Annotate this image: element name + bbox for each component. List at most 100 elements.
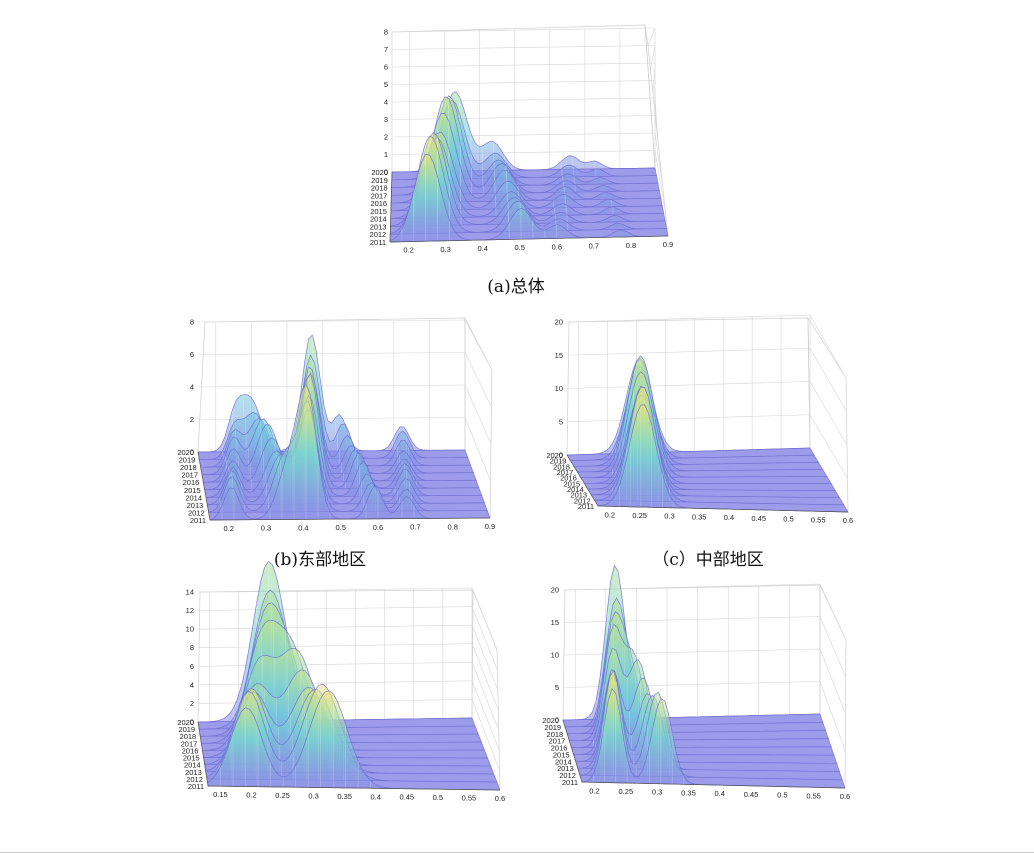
panel-caption: (b)东部地区 [274, 550, 366, 570]
year-tick-label: 2020 [542, 716, 559, 725]
x-tick-label: 0.6 [843, 516, 853, 525]
year-tick-label: 2017 [549, 737, 566, 746]
x-tick-label: 0.55 [462, 794, 477, 803]
year-tick-label: 2016 [560, 474, 577, 483]
z-grid-line [566, 347, 811, 356]
x-tick-label: 0.2 [605, 510, 615, 519]
year-tick-label: 2015 [553, 750, 570, 759]
z-grid-line [809, 348, 847, 412]
z-grid-line [464, 384, 492, 445]
z-tick-label: 6 [384, 63, 388, 72]
z-grid-line [464, 352, 492, 408]
z-tick-label: 20 [555, 318, 563, 327]
z-grid-line [197, 624, 473, 630]
year-tick-label: 2013 [185, 768, 202, 777]
year-tick-label: 2020 [177, 718, 194, 727]
z-grid-line [197, 352, 466, 355]
z-tick-label: 8 [190, 318, 194, 327]
year-tick-label: 2020 [546, 451, 563, 460]
x-tick-label: 0.4 [298, 523, 308, 532]
z-grid-line [809, 414, 848, 479]
z-tick-label: 6 [190, 662, 194, 671]
year-tick-label: 2019 [179, 456, 196, 465]
z-tick-label: 0 [555, 716, 559, 725]
x-tick-label: 0.6 [495, 794, 505, 803]
z-tick-label: 0 [190, 718, 194, 727]
z-grid-line [471, 643, 499, 711]
z-grid-line [652, 62, 656, 94]
x-tick-label: 0.45 [751, 514, 766, 523]
z-grid-line [566, 414, 811, 423]
x-axis-line [207, 785, 501, 791]
x-axis-line [597, 505, 849, 513]
z-grid-line [197, 319, 466, 323]
year-tick-label: 2011 [188, 782, 204, 791]
year-tick-label: 2017 [181, 471, 198, 480]
x-tick-label: 0.2 [223, 524, 233, 533]
x-tick-label: 0.2 [403, 246, 413, 255]
year-tick-label: 2016 [370, 199, 387, 208]
grid-lines [391, 24, 669, 237]
z-grid-line [650, 45, 656, 70]
chart-panel-4: 0 5 10 15 20 0.2 0.25 0.3 0.35 0.4 0.45 0.5 0.55 0.6 2… [542, 564, 850, 801]
z-tick-label: 2 [384, 133, 388, 142]
year-tick-label: 2013 [187, 501, 204, 510]
z-tick-label: 0 [559, 451, 563, 460]
year-tick-label: 2011 [370, 238, 386, 247]
year-tick-label: 2015 [564, 479, 581, 488]
z-tick-label: 2 [190, 415, 194, 424]
chart-panel-3: 0 2 4 6 8 10 12 14 0.15 0.2 0.25 0.3 0.35 0.4 0.45 0.5 0… [177, 560, 505, 803]
year-tick-label: 2012 [559, 771, 576, 780]
bottom-divider [0, 852, 1034, 853]
x-tick-label: 0.4 [477, 244, 487, 253]
year-tick-label: 2017 [371, 191, 388, 200]
z-tick-label: 10 [555, 384, 563, 393]
z-tick-label: 14 [186, 588, 194, 597]
year-tick-label: 2016 [183, 478, 200, 487]
z-grid-line [809, 381, 848, 446]
x-tick-label: 0.9 [485, 522, 495, 531]
year-tick-label: 2012 [188, 508, 205, 517]
x-tick-label: 0.25 [275, 791, 290, 800]
ridge-2011 [389, 154, 669, 243]
year-tick-label: 2013 [557, 764, 574, 773]
z-tick-label: 4 [384, 98, 388, 107]
z-tick-label: 2 [190, 699, 194, 708]
ridge-2020 [566, 358, 811, 456]
z-tick-label: 4 [190, 383, 194, 392]
x-tick-label: 0.5 [335, 523, 345, 532]
surface-ridges [562, 564, 846, 789]
z-grid-line [197, 643, 473, 649]
z-tick-label: 20 [551, 586, 559, 595]
year-tick-label: 2011 [190, 516, 206, 525]
year-tick-label: 2017 [557, 468, 574, 477]
x-tick-label: 0.2 [589, 786, 599, 795]
x-tick-label: 0.4 [715, 789, 725, 798]
year-tick-label: 2014 [370, 215, 387, 224]
x-tick-label: 0.35 [692, 512, 707, 521]
surface-ridges [389, 91, 669, 243]
year-tick-label: 2012 [370, 230, 387, 239]
year-tick-label: 2018 [547, 730, 564, 739]
x-tick-label: 0.35 [681, 788, 696, 797]
x-axis-line [581, 781, 846, 789]
year-tick-label: 2016 [182, 746, 199, 755]
z-grid-line [471, 680, 500, 751]
x-tick-label: 0.6 [552, 242, 562, 251]
year-tick-label: 2014 [185, 493, 202, 502]
z-tick-label: 15 [555, 351, 563, 360]
x-axis-line [389, 235, 669, 243]
z-grid-line [562, 583, 821, 591]
x-tick-label: 0.4 [371, 792, 381, 801]
y-axis-line [562, 719, 583, 783]
x-tick-label: 0.25 [632, 511, 647, 520]
x-tick-label: 0.55 [806, 791, 821, 800]
year-tick-label: 2019 [550, 457, 567, 466]
x-tick-label: 0.7 [589, 242, 599, 251]
year-tick-label: 2014 [567, 485, 584, 494]
z-grid-line [391, 97, 656, 103]
z-grid-line [391, 115, 656, 120]
year-tick-label: 2017 [181, 739, 198, 748]
